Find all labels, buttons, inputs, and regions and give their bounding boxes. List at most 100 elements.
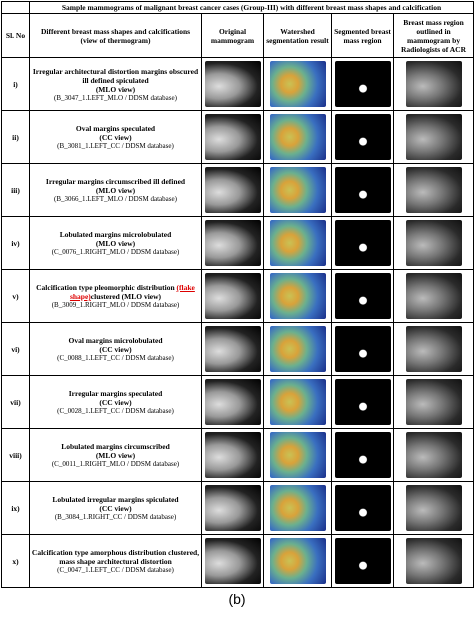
header-cell: Watershed segmentation result bbox=[263, 13, 332, 58]
image-cell bbox=[263, 269, 332, 323]
image bbox=[269, 538, 326, 584]
view-text: (MLO view) bbox=[95, 186, 136, 195]
image-cell bbox=[331, 269, 394, 323]
image bbox=[334, 485, 391, 531]
title-text: Oval margins microlobulated bbox=[68, 336, 163, 345]
shape-title: Oval margins microlobulated bbox=[31, 336, 200, 345]
image bbox=[269, 273, 326, 319]
image bbox=[204, 485, 261, 531]
image bbox=[204, 273, 261, 319]
image bbox=[269, 485, 326, 531]
view-text: (CC view) bbox=[99, 133, 132, 142]
row: vii) Irregular margins speculated (CC view… bbox=[1, 375, 474, 429]
image-cell bbox=[263, 57, 332, 111]
image bbox=[334, 167, 391, 213]
serial-cell: iv) bbox=[1, 216, 30, 270]
serial-cell: vi) bbox=[1, 322, 30, 376]
image-cell bbox=[201, 110, 264, 164]
title-text: Irregular margins speculated bbox=[68, 389, 163, 398]
source-text: (C_0047_1.LEFT_CC / DDSM database) bbox=[57, 566, 174, 574]
image-cell bbox=[201, 163, 264, 217]
row: iii) Irregular margins circumscribed ill … bbox=[1, 163, 474, 217]
image bbox=[204, 220, 261, 266]
image-cell bbox=[263, 322, 332, 376]
image-cell bbox=[263, 428, 332, 482]
image-cell bbox=[263, 216, 332, 270]
description-cell: Lobulated margins circumscribed (MLO view… bbox=[29, 428, 202, 482]
serial-cell: ii) bbox=[1, 110, 30, 164]
image bbox=[334, 432, 391, 478]
image bbox=[269, 379, 326, 425]
image-cell bbox=[201, 322, 264, 376]
table: Sample mammograms of malignant breast ca… bbox=[1, 1, 474, 588]
image-cell bbox=[392, 322, 474, 376]
image-cell bbox=[201, 57, 264, 111]
image-cell bbox=[392, 269, 474, 323]
header-text: (view of thermogram) bbox=[80, 35, 151, 45]
shape-title: Lobulated margins microlobulated bbox=[31, 230, 200, 239]
image bbox=[334, 220, 391, 266]
image-cell bbox=[392, 534, 474, 588]
source-text: (B_3047_1.LEFT_MLO / DDSM database) bbox=[54, 93, 177, 102]
image-cell bbox=[331, 375, 394, 429]
image-cell bbox=[331, 481, 394, 535]
image-cell bbox=[331, 428, 394, 482]
serial-cell: vii) bbox=[1, 375, 30, 429]
image bbox=[334, 326, 391, 372]
view-text: (MLO view) bbox=[95, 451, 136, 460]
row: x) Calcification type amorphous distribut… bbox=[1, 534, 474, 588]
header-cell: Different breast mass shapes and calcifi… bbox=[29, 13, 202, 58]
image bbox=[405, 167, 462, 213]
title-text: Irregular architectural distortion margi… bbox=[32, 66, 199, 85]
header-text: Different breast mass shapes and calcifi… bbox=[40, 26, 191, 36]
image bbox=[204, 167, 261, 213]
row: iv) Lobulated margins microlobulated (MLO … bbox=[1, 216, 474, 270]
highlight-text: (flake shape) bbox=[69, 283, 195, 301]
image-cell bbox=[392, 481, 474, 535]
shape-title: Irregular architectural distortion margi… bbox=[31, 67, 200, 85]
figure-label: (b) bbox=[228, 591, 246, 607]
description-cell: Irregular margins circumscribed ill defi… bbox=[29, 163, 202, 217]
view-text: (CC view) bbox=[99, 398, 132, 407]
source-text: (C_0076_1.RIGHT_MLO / DDSM database) bbox=[51, 248, 180, 256]
image-cell bbox=[201, 428, 264, 482]
title-text: Calcification type amorphous distributio… bbox=[31, 548, 200, 566]
row: vi) Oval margins microlobulated (CC view)(… bbox=[1, 322, 474, 376]
image bbox=[204, 432, 261, 478]
header-cell: Original mammogram bbox=[201, 13, 264, 58]
shape-title: Calcification type amorphous distributio… bbox=[31, 548, 200, 566]
serial-cell: iii) bbox=[1, 163, 30, 217]
title-text: Calcification type pleomorphic distribut… bbox=[36, 283, 175, 292]
image bbox=[405, 485, 462, 531]
description-cell: Calcification type pleomorphic distribut… bbox=[29, 269, 202, 323]
shape-title: Irregular margins speculated bbox=[31, 389, 200, 398]
image-cell bbox=[263, 163, 332, 217]
image bbox=[334, 538, 391, 584]
image bbox=[405, 432, 462, 478]
image bbox=[334, 114, 391, 160]
header-cell bbox=[1, 1, 30, 14]
image bbox=[269, 220, 326, 266]
serial-cell: i) bbox=[1, 57, 30, 111]
row: i) Irregular architectural distortion mar… bbox=[1, 57, 474, 111]
image-cell bbox=[392, 375, 474, 429]
row: viii) Lobulated margins circumscribed (MLO… bbox=[1, 428, 474, 482]
image-cell bbox=[331, 534, 394, 588]
image-cell bbox=[392, 428, 474, 482]
image bbox=[269, 167, 326, 213]
image-cell bbox=[263, 375, 332, 429]
source-text: (B_3009_1.RIGHT_MLO / DDSM database) bbox=[51, 301, 180, 309]
description-cell: Irregular margins speculated (CC view) (C_… bbox=[29, 375, 202, 429]
description-cell: Lobulated irregular margins spiculated (C… bbox=[29, 481, 202, 535]
image bbox=[405, 114, 462, 160]
image bbox=[204, 538, 261, 584]
image bbox=[269, 114, 326, 160]
image bbox=[334, 379, 391, 425]
image bbox=[204, 379, 261, 425]
image bbox=[405, 273, 462, 319]
image-cell bbox=[392, 110, 474, 164]
view-text: (MLO view) bbox=[95, 84, 136, 94]
header-cell: Sl. No bbox=[1, 13, 30, 58]
image bbox=[334, 61, 391, 107]
